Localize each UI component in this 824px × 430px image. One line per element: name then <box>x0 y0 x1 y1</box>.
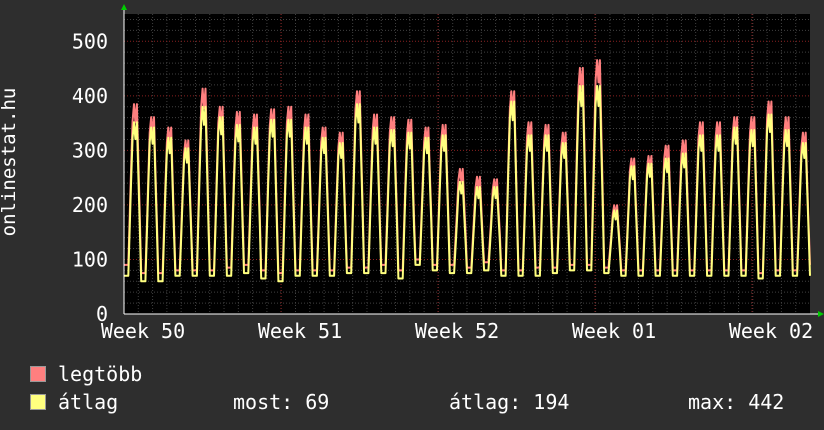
y-tick-label: 300 <box>72 138 108 162</box>
y-tick-label: 400 <box>72 84 108 108</box>
x-tick-label: Week 51 <box>258 319 342 343</box>
stat-average: átlag: 194 <box>449 390 570 414</box>
y-tick-label: 200 <box>72 193 108 217</box>
stat-max: max: 442 <box>688 390 785 414</box>
x-tick-label: Week 52 <box>415 319 499 343</box>
legend-item-legtobb: legtöbb <box>30 362 142 386</box>
y-axis-arrow <box>121 4 127 10</box>
x-axis-arrow <box>818 311 824 317</box>
x-tick-label: Week 01 <box>572 319 656 343</box>
y-tick-label: 0 <box>96 302 108 326</box>
y-tick-label: 100 <box>72 247 108 271</box>
legtobb-color-swatch <box>30 366 46 382</box>
y-axis-label: onlinestat.hu <box>0 87 20 237</box>
legend-item-atlag: átlag <box>30 390 118 414</box>
series-line-atlag <box>124 85 811 283</box>
legend-label-atlag: átlag <box>58 390 119 414</box>
traffic-chart: 0 100 200 300 400 500 Week 50 Week 51 Week 52 Wee… <box>72 4 824 343</box>
stat-current: most: 69 <box>233 390 330 414</box>
x-tick-label: Week 02 <box>729 319 813 343</box>
y-tick-label: 500 <box>72 29 108 53</box>
x-tick-label: Week 50 <box>101 319 185 343</box>
atlag-color-swatch <box>30 394 46 410</box>
legend-label-legtobb: legtöbb <box>58 362 143 386</box>
